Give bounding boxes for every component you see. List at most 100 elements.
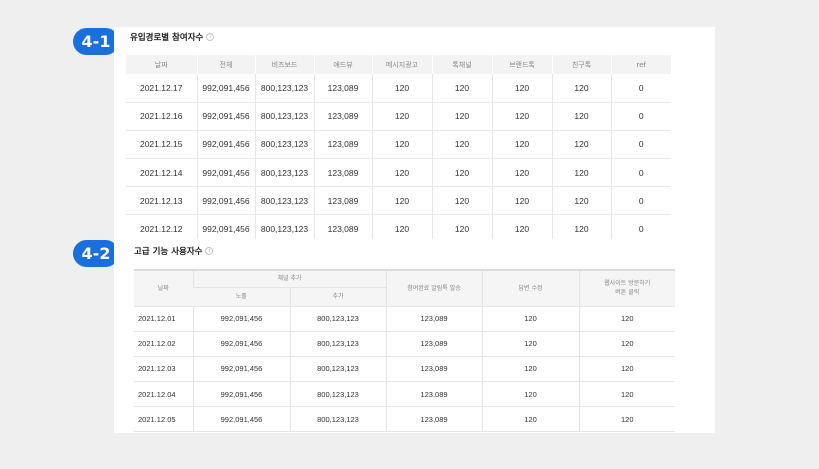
table-cell: 123,089 <box>385 381 482 408</box>
table-cell: 120 <box>551 74 611 103</box>
table-cell: 800,123,123 <box>289 331 386 357</box>
table-row: 2021.12.17 992,091,456 800,123,123 123,089 1… <box>126 74 671 103</box>
table-cell: 120 <box>551 214 611 239</box>
col-header-website-line1: 웹사이트 방문하기 <box>604 280 651 288</box>
col-header-alimtalk: 참여완료 알림톡 발송 <box>385 270 482 307</box>
col-header: 비즈보드 <box>254 55 314 74</box>
table-cell: 0 <box>610 186 671 216</box>
col-header: 톡채널 <box>431 55 492 74</box>
table-cell: 120 <box>578 356 675 383</box>
table-cell: 123,089 <box>385 306 482 332</box>
table-cell: 120 <box>551 102 611 131</box>
col-header-exposure: 노출 <box>193 287 290 307</box>
table-cell: 120 <box>491 130 552 160</box>
table-cell: 120 <box>551 186 611 216</box>
table-cell: 0 <box>610 102 671 131</box>
advanced-feature-users-title: 고급 기능 사용자수 i <box>134 245 214 257</box>
table-row: 2021.12.01 992,091,456 800,123,123 123,089 1… <box>134 306 675 332</box>
col-header: 메시지광고 <box>371 55 432 74</box>
table-cell: 120 <box>551 158 611 188</box>
table-cell: 992,091,456 <box>196 74 255 103</box>
table-header-row: 날짜 전체 비즈보드 애드뷰 메시지광고 톡채널 브랜드톡 친구톡 ref <box>126 55 671 74</box>
table-cell: 992,091,456 <box>192 356 290 383</box>
table-row: 2021.12.15 992,091,456 800,123,123 123,089 1… <box>126 130 671 160</box>
table-row: 2021.12.16 992,091,456 800,123,123 123,089 1… <box>126 102 671 131</box>
table-cell: 120 <box>431 74 492 103</box>
table-cell: 2021.12.16 <box>126 102 197 131</box>
table-cell: 120 <box>481 306 579 332</box>
table-cell: 992,091,456 <box>196 214 255 239</box>
table-cell: 0 <box>610 74 671 103</box>
table-cell: 2021.12.15 <box>126 130 197 160</box>
col-header: 브랜드톡 <box>491 55 552 74</box>
col-header: 친구톡 <box>551 55 611 74</box>
table-cell: 2021.12.12 <box>126 214 197 239</box>
table-cell: 992,091,456 <box>192 331 290 357</box>
table-cell: 800,123,123 <box>254 158 314 188</box>
table-cell: 120 <box>551 130 611 160</box>
table-cell: 120 <box>481 406 579 433</box>
section-badge-4-1: 4-1 <box>73 28 119 55</box>
table-cell: 123,089 <box>313 214 372 239</box>
table-cell: 800,123,123 <box>254 214 314 239</box>
table-cell: 123,089 <box>313 186 372 216</box>
table-cell: 120 <box>491 74 552 103</box>
inflow-participants-title: 유입경로별 참여자수 i <box>130 31 215 43</box>
table-cell: 120 <box>371 102 432 131</box>
table-cell: 0 <box>610 158 671 188</box>
table-cell: 120 <box>491 102 552 131</box>
table-cell: 120 <box>371 214 432 239</box>
table-cell: 123,089 <box>313 130 372 160</box>
table-cell: 800,123,123 <box>254 102 314 131</box>
table-cell: 120 <box>371 158 432 188</box>
table-cell: 2021.12.17 <box>126 74 197 103</box>
table-row: 2021.12.14 992,091,456 800,123,123 123,089 1… <box>126 158 671 188</box>
table-cell: 992,091,456 <box>196 102 255 131</box>
table-cell: 2021.12.01 <box>134 306 193 332</box>
col-header-add: 추가 <box>289 287 386 307</box>
table-cell: 992,091,456 <box>196 130 255 160</box>
table-cell: 120 <box>371 74 432 103</box>
info-icon[interactable]: i <box>206 33 215 41</box>
table-cell: 992,091,456 <box>192 381 290 408</box>
col-header: 애드뷰 <box>313 55 372 74</box>
table-cell: 120 <box>371 186 432 216</box>
table-row: 2021.12.05 992,091,456 800,123,123 123,089 1… <box>134 406 675 433</box>
advanced-feature-users-table: 날짜 채널 추가 참여완료 알림톡 발송 답변 수정 웹사이트 방문하기 버튼 … <box>134 269 675 433</box>
table-cell: 123,089 <box>313 158 372 188</box>
table-cell: 2021.12.13 <box>126 186 197 216</box>
table-cell: 120 <box>431 102 492 131</box>
table-row: 2021.12.03 992,091,456 800,123,123 123,089 1… <box>134 356 675 383</box>
table-cell: 0 <box>610 130 671 160</box>
table-cell: 120 <box>431 158 492 188</box>
table-cell: 120 <box>578 331 675 357</box>
table-row: 2021.12.12 992,091,456 800,123,123 123,089 1… <box>126 214 671 239</box>
table-cell: 800,123,123 <box>289 306 386 332</box>
section-title-text: 유입경로별 참여자수 <box>130 33 204 43</box>
section-badge-4-2: 4-2 <box>73 240 119 267</box>
col-header-date: 날짜 <box>134 270 193 307</box>
table-cell: 123,089 <box>313 74 372 103</box>
table-cell: 120 <box>491 158 552 188</box>
table-row: 2021.12.02 992,091,456 800,123,123 123,089 1… <box>134 331 675 357</box>
table-cell: 2021.12.05 <box>134 406 193 433</box>
table-cell: 123,089 <box>385 331 482 357</box>
table-cell: 120 <box>431 130 492 160</box>
table-cell: 992,091,456 <box>196 186 255 216</box>
section-title-text: 고급 기능 사용자수 <box>134 247 203 257</box>
col-header: 전체 <box>196 55 255 74</box>
info-icon[interactable]: i <box>205 247 214 255</box>
table-cell: 992,091,456 <box>192 406 290 433</box>
table-cell: 120 <box>578 381 675 408</box>
table-cell: 123,089 <box>313 102 372 131</box>
table-cell: 2021.12.02 <box>134 331 193 357</box>
table-cell: 120 <box>578 406 675 433</box>
col-header-website-click: 웹사이트 방문하기 버튼 클릭 <box>578 270 675 307</box>
col-header: 날짜 <box>126 55 197 74</box>
table-cell: 120 <box>431 214 492 239</box>
table-cell: 2021.12.14 <box>126 158 197 188</box>
table-cell: 120 <box>491 214 552 239</box>
table-cell: 120 <box>481 331 579 357</box>
advanced-feature-users-panel: 고급 기능 사용자수 i 날짜 채널 추가 참여완료 알림톡 발송 답변 수정 … <box>114 239 715 433</box>
col-header-reply: 답변 수정 <box>481 270 579 307</box>
